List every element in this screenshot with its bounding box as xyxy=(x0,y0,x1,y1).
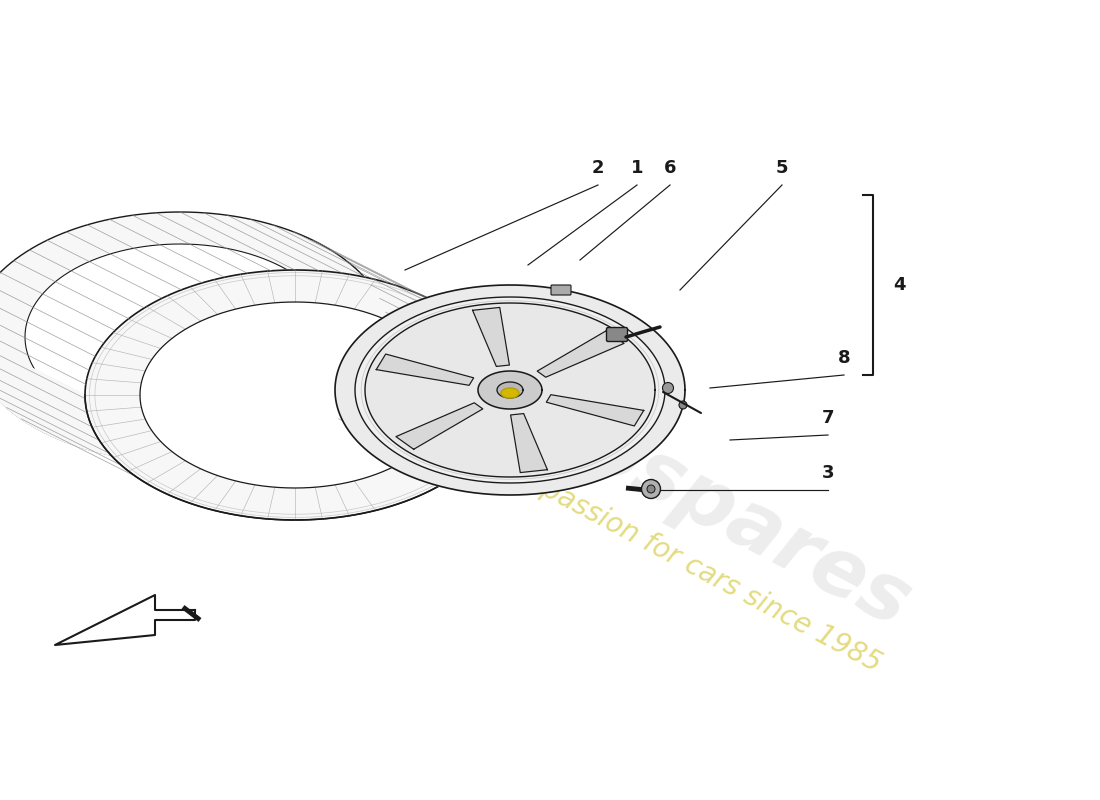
Text: 7: 7 xyxy=(822,409,834,427)
Text: a passion for cars since 1985: a passion for cars since 1985 xyxy=(514,462,886,678)
Polygon shape xyxy=(376,354,474,386)
Polygon shape xyxy=(140,302,450,488)
Polygon shape xyxy=(547,394,644,426)
Polygon shape xyxy=(0,337,505,520)
Text: 8: 8 xyxy=(838,349,850,367)
Polygon shape xyxy=(365,303,654,477)
Polygon shape xyxy=(478,371,542,409)
Polygon shape xyxy=(55,595,195,645)
Polygon shape xyxy=(510,414,548,473)
Circle shape xyxy=(679,401,688,409)
Polygon shape xyxy=(336,285,685,495)
Polygon shape xyxy=(396,402,483,450)
Polygon shape xyxy=(355,297,666,483)
Text: eurospares: eurospares xyxy=(437,336,923,644)
Text: 2: 2 xyxy=(592,159,604,177)
Polygon shape xyxy=(537,330,624,378)
Text: 4: 4 xyxy=(893,276,905,294)
Polygon shape xyxy=(0,337,505,520)
Polygon shape xyxy=(0,212,390,462)
Polygon shape xyxy=(473,307,509,366)
Polygon shape xyxy=(497,382,522,398)
Text: 5: 5 xyxy=(776,159,789,177)
Ellipse shape xyxy=(500,388,519,398)
FancyBboxPatch shape xyxy=(551,285,571,295)
Polygon shape xyxy=(25,244,336,430)
Circle shape xyxy=(662,382,673,394)
FancyBboxPatch shape xyxy=(606,327,627,342)
Text: 6: 6 xyxy=(663,159,676,177)
Text: 3: 3 xyxy=(822,464,834,482)
Polygon shape xyxy=(85,270,505,520)
Circle shape xyxy=(641,479,660,498)
Circle shape xyxy=(647,485,654,493)
Text: 1: 1 xyxy=(630,159,644,177)
